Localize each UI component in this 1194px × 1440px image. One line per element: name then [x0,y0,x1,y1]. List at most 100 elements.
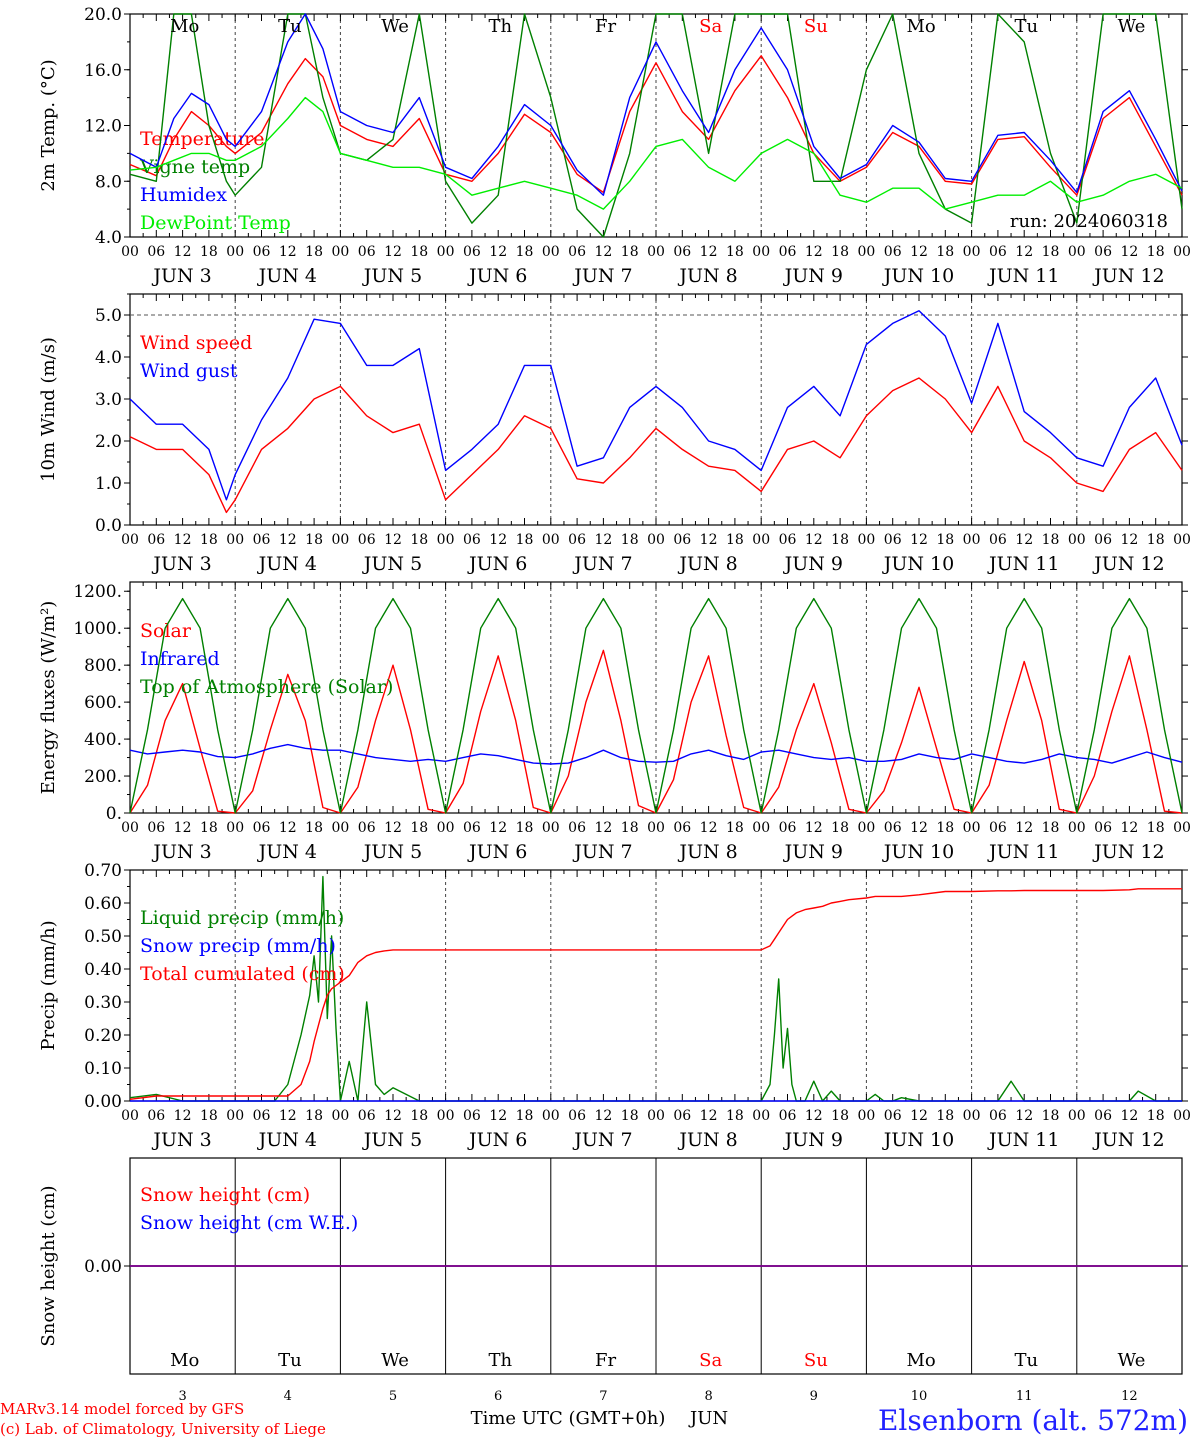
y-axis-label: 2m Temp. (°C) [38,59,59,191]
date-label: JUN 7 [572,841,632,863]
hour-tick-label: 06 [463,1108,481,1124]
date-label: JUN 10 [882,553,954,575]
day-of-week-label: Tu [1014,16,1038,37]
hour-tick-label: 12 [384,244,402,260]
series-line-vigne-temp [129,13,1183,238]
y-tick-label: 4.0 [95,228,122,248]
y-tick-label: 5.0 [95,306,122,326]
hour-tick-label: 12 [594,244,612,260]
hour-tick-label: 12 [489,244,507,260]
hour-tick-label: 18 [621,820,639,836]
hour-tick-label: 18 [1147,244,1165,260]
hour-tick-label: 06 [884,532,902,548]
hour-tick-label: 12 [1120,244,1138,260]
hour-tick-label: 00 [1068,532,1086,548]
y-tick-label: 0. [106,804,122,824]
hour-tick-label: 12 [489,532,507,548]
day-number-label: 10 [911,1389,928,1404]
legend-entry: Snow height (cm) [140,1184,310,1206]
hour-tick-label: 00 [331,532,349,548]
day-of-week-label: Mo [170,1350,199,1371]
hour-tick-label: 00 [1173,244,1191,260]
hour-tick-label: 00 [963,532,981,548]
hour-tick-label: 06 [673,244,691,260]
hour-tick-label: 06 [147,820,165,836]
y-axis-label: Snow height (cm) [38,1185,59,1346]
hour-tick-label: 00 [857,532,875,548]
series-line-dewpoint-temp [129,96,1183,210]
y-tick-label: 20.0 [84,5,122,25]
hour-tick-label: 00 [752,244,770,260]
day-of-week-label: Mo [906,16,935,37]
hour-tick-label: 06 [989,820,1007,836]
hour-tick-label: 18 [305,532,323,548]
hour-tick-label: 12 [489,1108,507,1124]
hour-tick-label: 06 [989,1108,1007,1124]
hour-tick-label: 00 [542,1108,560,1124]
day-of-week-label: Su [804,1350,828,1371]
hour-tick-label: 18 [1147,820,1165,836]
hour-tick-label: 12 [279,1108,297,1124]
hour-tick-label: 00 [437,820,455,836]
hour-tick-label: 18 [410,532,428,548]
hour-tick-label: 18 [726,244,744,260]
hour-tick-label: 12 [594,820,612,836]
y-tick-label: 12.0 [84,117,122,137]
day-of-week-label: Th [488,1350,512,1371]
hour-tick-label: 06 [147,244,165,260]
hour-tick-label: 06 [779,1108,797,1124]
legend-entry: Wind speed [140,332,252,354]
hour-tick-label: 00 [226,532,244,548]
y-tick-label: 0.60 [84,894,122,914]
hour-tick-label: 12 [700,244,718,260]
hour-tick-label: 12 [910,244,928,260]
date-label: JUN 8 [677,841,737,863]
hour-tick-label: 00 [752,532,770,548]
hour-tick-label: 00 [752,820,770,836]
hour-tick-label: 00 [857,820,875,836]
hour-tick-label: 00 [963,820,981,836]
hour-tick-label: 12 [594,1108,612,1124]
day-number-label: 12 [1121,1389,1138,1404]
day-of-week-label: We [381,1350,409,1371]
hour-tick-label: 06 [989,244,1007,260]
hour-tick-label: 00 [647,244,665,260]
date-label: JUN 4 [257,265,317,287]
hour-tick-label: 12 [384,820,402,836]
hour-tick-label: 06 [673,820,691,836]
hour-tick-label: 12 [279,820,297,836]
day-of-week-label: Mo [170,16,199,37]
hour-tick-label: 12 [594,532,612,548]
y-axis-label: 10m Wind (m/s) [38,337,59,482]
legend-entry: Liquid precip (mm/h) [140,907,344,929]
series-line-total-cumulated-cm- [129,888,1182,1100]
day-number-label: 11 [1016,1389,1033,1404]
time-axis-label: Time UTC (GMT+0h) [471,1408,666,1429]
date-label: JUN 11 [987,1129,1059,1151]
hour-tick-label: 12 [700,532,718,548]
hour-tick-label: 00 [437,1108,455,1124]
date-label: JUN 12 [1092,841,1164,863]
hour-tick-label: 18 [1042,1108,1060,1124]
hour-tick-label: 00 [542,820,560,836]
date-label: JUN 8 [677,553,737,575]
hour-tick-label: 12 [174,244,192,260]
legend-entry: Total cumulated (cm) [140,963,345,985]
hour-tick-label: 00 [331,1108,349,1124]
date-label: JUN 5 [362,841,422,863]
hour-tick-label: 06 [463,532,481,548]
date-label: JUN 3 [151,553,211,575]
legend-entry: Top of Atmosphere (Solar) [140,676,393,698]
hour-tick-label: 06 [1094,1108,1112,1124]
y-tick-label: 16.0 [84,61,122,81]
hour-tick-label: 00 [226,244,244,260]
hour-tick-label: 00 [121,532,139,548]
hour-tick-label: 18 [410,244,428,260]
hour-tick-label: 12 [805,820,823,836]
date-label: JUN 12 [1092,265,1164,287]
hour-tick-label: 00 [1068,1108,1086,1124]
y-tick-label: 2.0 [95,432,122,452]
hour-tick-label: 12 [489,820,507,836]
series-line-infrared [129,743,1183,765]
hour-tick-label: 00 [1068,820,1086,836]
